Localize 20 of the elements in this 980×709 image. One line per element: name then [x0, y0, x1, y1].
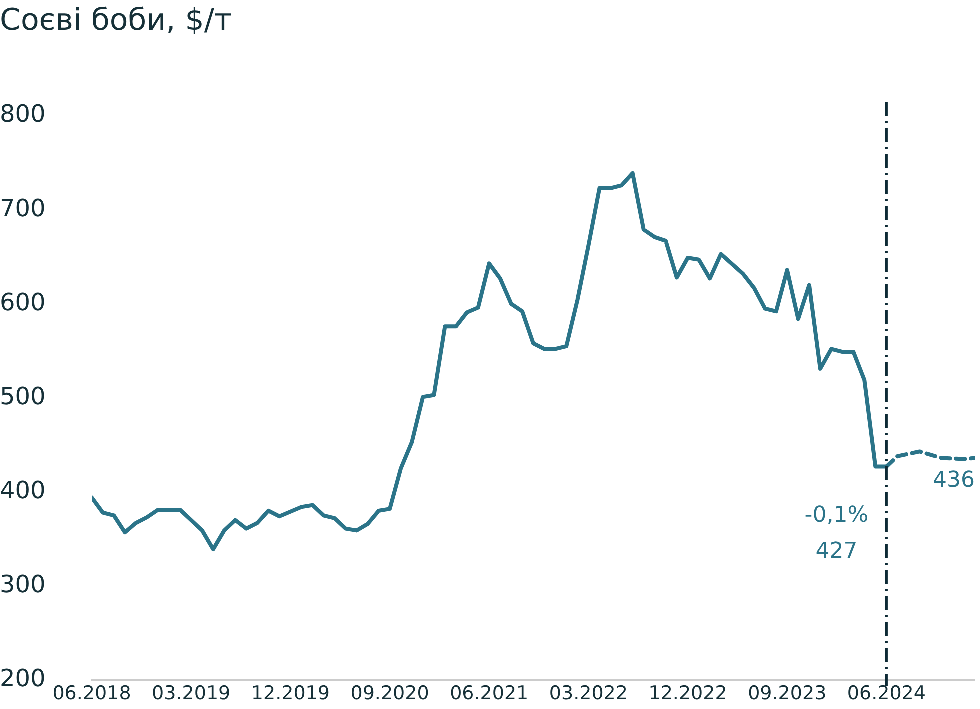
y-tick-label: 200: [0, 664, 46, 692]
x-tick-label: 12.2019: [251, 682, 330, 705]
x-tick-label: 12.2022: [648, 682, 728, 705]
x-tick-label: 06.2024: [847, 682, 926, 705]
x-tick-label: 03.2022: [549, 682, 628, 705]
y-tick-label: 700: [0, 194, 46, 222]
y-tick-label: 500: [0, 382, 46, 410]
annotation: -0,1%: [804, 502, 869, 528]
y-tick-label: 600: [0, 288, 46, 316]
annotation: 436: [933, 468, 975, 493]
x-tick-label: 09.2023: [748, 682, 827, 705]
x-tick-label: 06.2021: [450, 682, 529, 705]
annotation: 427: [816, 538, 858, 564]
y-tick-label: 300: [0, 570, 46, 598]
chart-title: Соєві боби, $/т: [0, 2, 232, 38]
y-tick-label: 400: [0, 476, 46, 504]
x-tick-label: 03.2019: [152, 682, 231, 705]
x-tick-label: 06.2018: [52, 682, 132, 705]
y-tick-label: 800: [0, 100, 46, 128]
x-tick-label: 09.2020: [350, 682, 430, 705]
